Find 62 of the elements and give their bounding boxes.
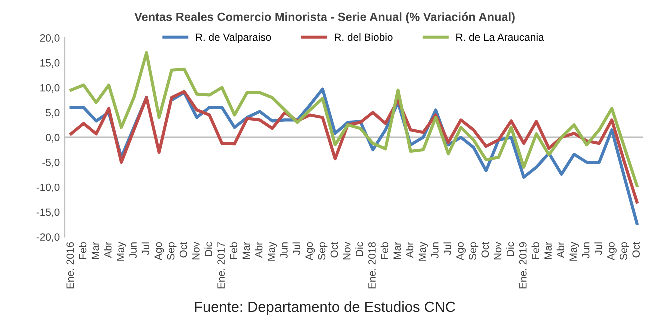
x-tick-label: Ene. 2017 [218,242,225,289]
legend-label: R. de Valparaiso [196,33,272,44]
x-tick-label: Nov [192,242,200,260]
x-tick-label: Jun [280,242,288,259]
x-tick-label: Abr [104,242,112,258]
chart-title: Ventas Reales Comercio Minorista - Serie Anual (% Variación Anual) [134,12,515,24]
x-tick-label: Mar [544,242,552,260]
x-tick-label: Jun [432,242,439,259]
legend-label: R. del Biobio [335,33,393,42]
x-tick-label: Ene. 2019 [519,242,527,289]
x-tick-label: Mar [92,242,100,260]
x-tick-label: Oct [330,242,338,258]
y-tick-label: 5,0 [46,109,60,118]
x-tick-label: Ago [456,242,466,261]
y-tick-label: 10,0 [40,84,60,93]
x-tick-label: Abr [556,242,565,258]
source-note: Fuente: Departamento de Estudios CNC [195,302,456,316]
x-tick-label: Sep [620,242,630,260]
x-tick-label: Mar [242,242,250,260]
x-tick-label: Ago [154,242,164,261]
x-tick-label: Feb [230,242,238,260]
line-series [70,90,639,204]
x-tick-label: Jun [130,242,137,259]
x-tick-label: Abr [406,242,414,258]
x-tick-label: Dic [204,242,212,256]
x-tick-label: Jun [582,242,590,259]
x-tick-label: Nov [494,242,502,260]
x-tick-label: Ago [306,242,316,261]
x-tick-label: May [570,242,580,261]
x-tick-label: May [117,242,126,261]
legend-label: R. de La Araucania [456,33,544,42]
x-tick-label: Feb [380,242,388,260]
x-tick-label: Feb [532,242,540,260]
x-tick-label: Nov [343,242,351,260]
y-tick-label: 0,0 [46,134,60,143]
x-tick-label: Ago [608,242,617,261]
x-tick-label: Jul [594,242,602,256]
x-tick-label: Jul [142,242,150,256]
x-tick-label: Oct [632,242,640,258]
x-tick-label: Oct [482,242,490,258]
y-tick-label: 20,0 [40,34,60,44]
line-series [70,51,639,188]
x-tick-label: Jul [444,242,452,256]
y-tick-label: -5,0 [42,158,60,168]
x-tick-label: Feb [79,242,87,260]
x-tick-label: Sep [469,242,479,260]
x-tick-label: Mar [394,242,402,260]
y-tick-label: -20,0 [36,234,60,242]
y-tick-label: -15,0 [36,208,60,218]
y-tick-label: 15,0 [40,59,60,68]
x-tick-label: Dic [506,242,514,256]
x-tick-label: Ene. 2018 [368,242,376,289]
x-tick-label: Sep [167,242,177,260]
x-tick-label: Ene. 2016 [66,242,74,289]
x-tick-label: Abr [255,242,263,258]
x-tick-label: Sep [318,242,328,260]
x-tick-label: Jul [292,242,300,256]
x-tick-label: May [418,242,428,261]
x-tick-label: Oct [180,242,188,258]
x-tick-label: May [268,242,278,261]
y-tick-label: -10,0 [36,184,60,192]
x-tick-label: Dic [356,242,364,256]
